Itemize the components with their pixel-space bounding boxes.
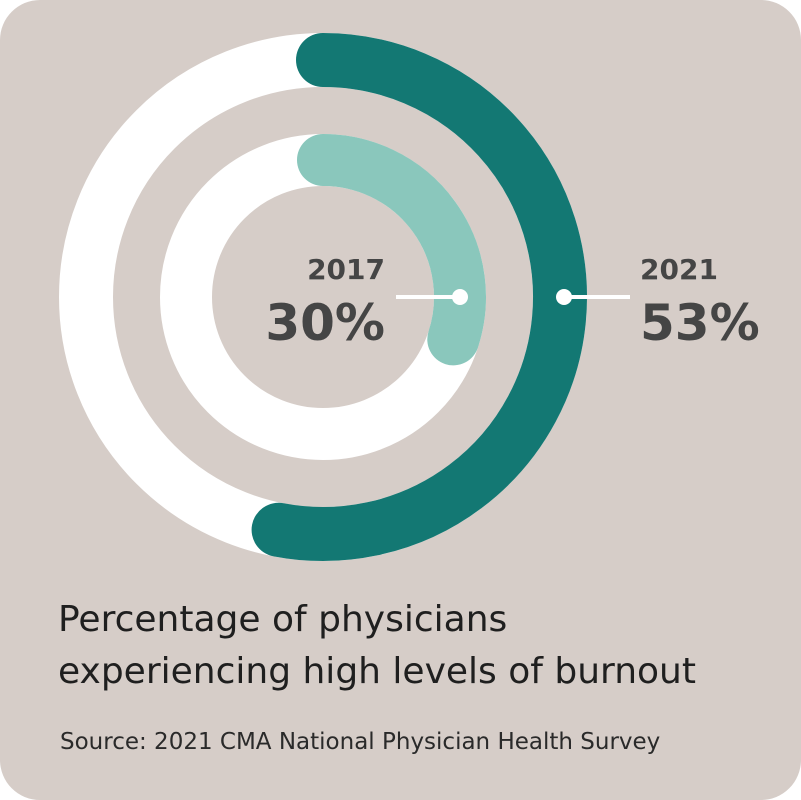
year-label-2017: 2017 [307,253,385,286]
source-note: Source: 2021 CMA National Physician Heal… [60,729,661,755]
ring-arc-2021 [251,33,587,561]
year-label-2021: 2021 [640,253,718,286]
callout-dot-2017 [452,289,468,305]
callout-dot-2021 [556,289,572,305]
burnout-donut-chart: 2021 53% 2017 30% [59,33,760,561]
value-label-2021: 53% [640,294,760,352]
value-label-2017: 30% [265,294,385,352]
chart-title: Percentage of physicians experiencing hi… [58,594,778,698]
chart-title-line-1: Percentage of physicians [58,599,508,640]
chart-title-line-2: experiencing high levels of burnout [58,651,696,692]
